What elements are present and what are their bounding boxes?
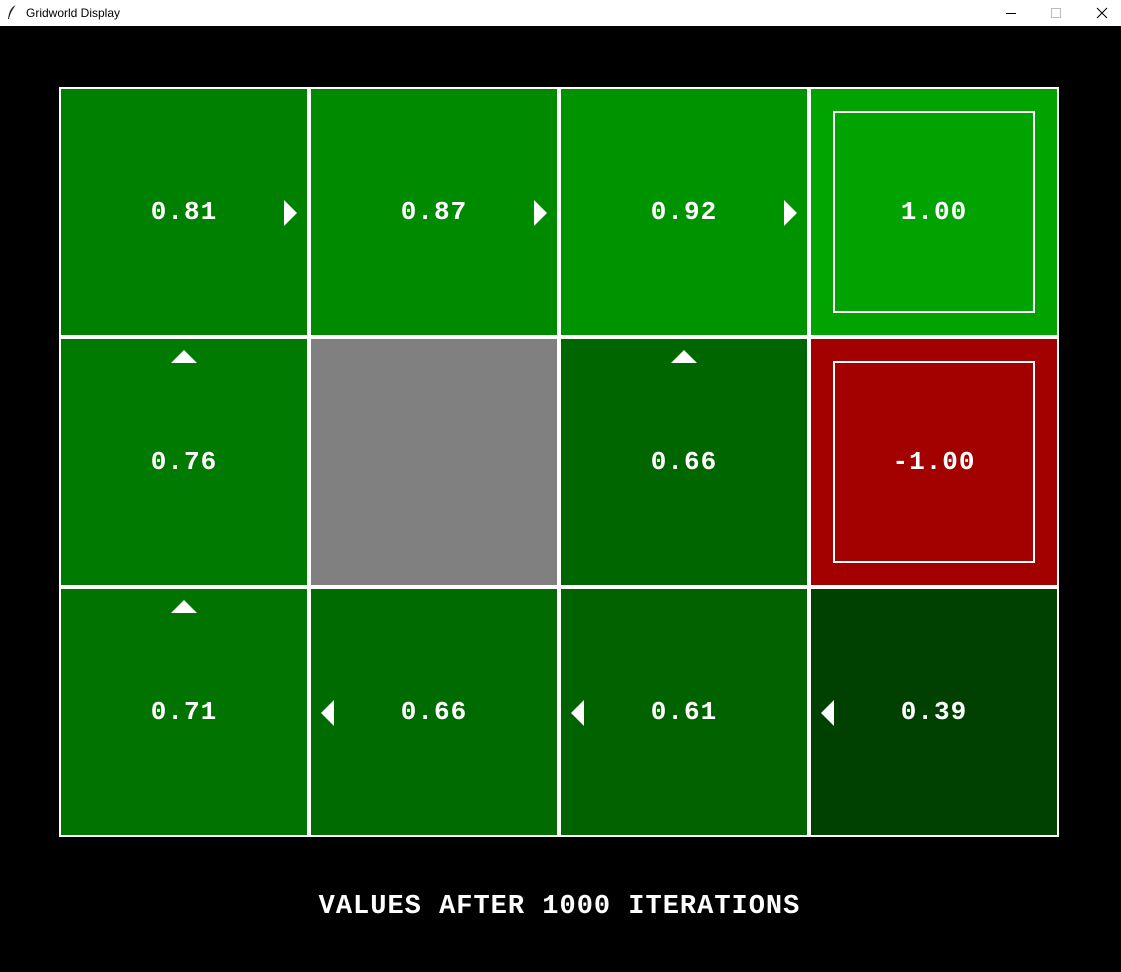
policy-arrow-up-icon — [171, 600, 197, 613]
maximize-button[interactable] — [1033, 0, 1079, 26]
grid-cell: 0.71 — [59, 587, 309, 837]
cell-value: 1.00 — [900, 197, 968, 227]
grid-cell: 0.76 — [59, 337, 309, 587]
policy-arrow-up-icon — [671, 350, 697, 363]
terminal-box — [833, 361, 1035, 563]
cell-value: 0.61 — [650, 697, 718, 727]
grid-cell: 0.39 — [809, 587, 1059, 837]
window-title: Gridworld Display — [26, 6, 121, 20]
terminal-box — [833, 111, 1035, 313]
policy-arrow-left-icon — [821, 700, 834, 726]
gridworld-grid: 0.81 0.87 0.92 1.00 0.76 0.66 -1.00 — [59, 87, 1061, 839]
cell-value: 0.66 — [400, 697, 468, 727]
minimize-button[interactable] — [988, 0, 1034, 26]
terminal-cell-pit: -1.00 — [809, 337, 1059, 587]
policy-arrow-up-icon — [171, 350, 197, 363]
policy-arrow-left-icon — [321, 700, 334, 726]
wall-cell — [309, 337, 559, 587]
policy-arrow-right-icon — [284, 200, 297, 226]
close-button[interactable] — [1079, 0, 1121, 26]
cell-value: 0.71 — [150, 697, 218, 727]
cell-value: 0.81 — [150, 197, 218, 227]
cell-value: 0.92 — [650, 197, 718, 227]
cell-value: 0.76 — [150, 447, 218, 477]
grid-cell: 0.92 — [559, 87, 809, 337]
cell-value: 0.66 — [650, 447, 718, 477]
grid-cell: 0.66 — [309, 587, 559, 837]
grid-cell: 0.61 — [559, 587, 809, 837]
close-icon — [1096, 7, 1108, 19]
minimize-icon — [1006, 13, 1016, 14]
cell-value: 0.39 — [900, 697, 968, 727]
terminal-cell-goal: 1.00 — [809, 87, 1059, 337]
cell-value: -1.00 — [892, 447, 976, 477]
cell-value: 0.87 — [400, 197, 468, 227]
grid-cell: 0.81 — [59, 87, 309, 337]
policy-arrow-left-icon — [571, 700, 584, 726]
policy-arrow-right-icon — [534, 200, 547, 226]
grid-cell: 0.66 — [559, 337, 809, 587]
policy-arrow-right-icon — [784, 200, 797, 226]
iterations-caption: VALUES AFTER 1000 ITERATIONS — [318, 892, 801, 922]
feather-icon — [8, 4, 17, 19]
maximize-icon — [1051, 8, 1061, 18]
grid-cell: 0.87 — [309, 87, 559, 337]
title-bar[interactable]: Gridworld Display — [0, 0, 1121, 26]
